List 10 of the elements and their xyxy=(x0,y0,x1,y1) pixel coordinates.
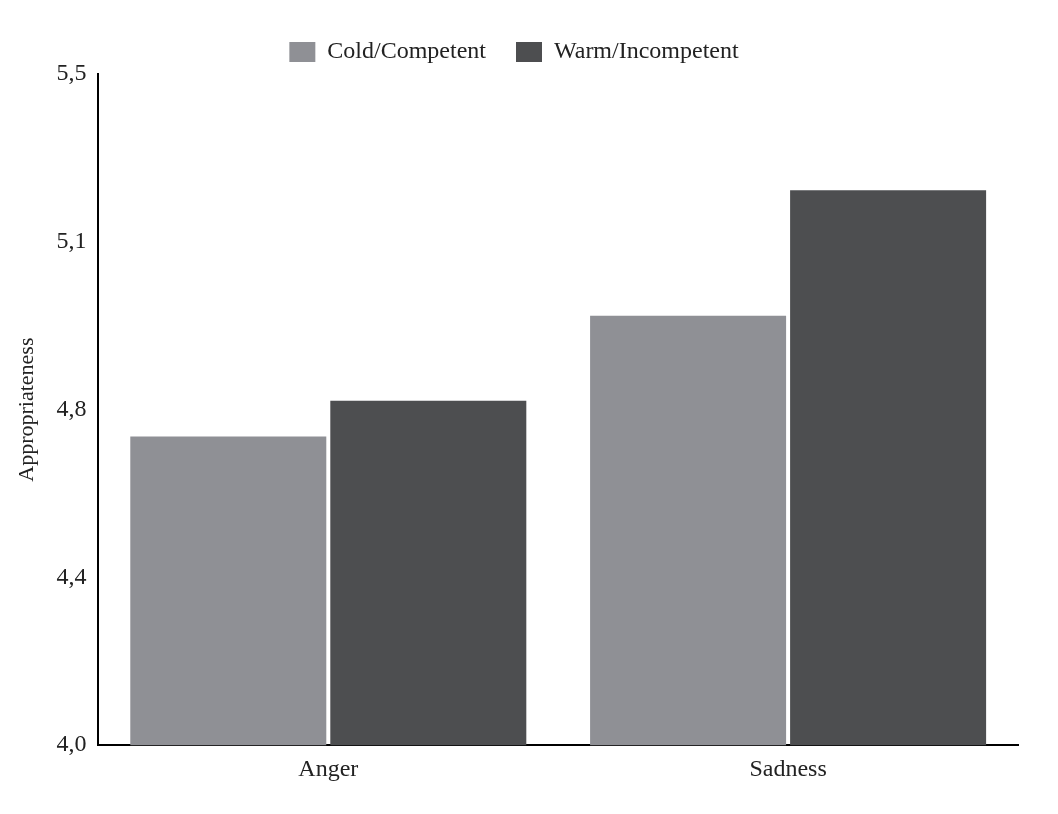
legend-label: Warm/Incompetent xyxy=(554,37,739,64)
y-tick-label: 5,5 xyxy=(56,59,87,86)
y-tick-label: 4,4 xyxy=(56,562,87,589)
x-tick-label: Sadness xyxy=(749,754,827,781)
y-tick-label: 4,0 xyxy=(56,730,87,757)
y-tick-label: 5,1 xyxy=(56,227,87,254)
y-tick-label: 4,8 xyxy=(56,394,87,421)
legend-label: Cold/Competent xyxy=(327,37,487,64)
y-axis-title: Appropriateness xyxy=(12,337,38,482)
x-tick-label: Anger xyxy=(298,754,359,781)
